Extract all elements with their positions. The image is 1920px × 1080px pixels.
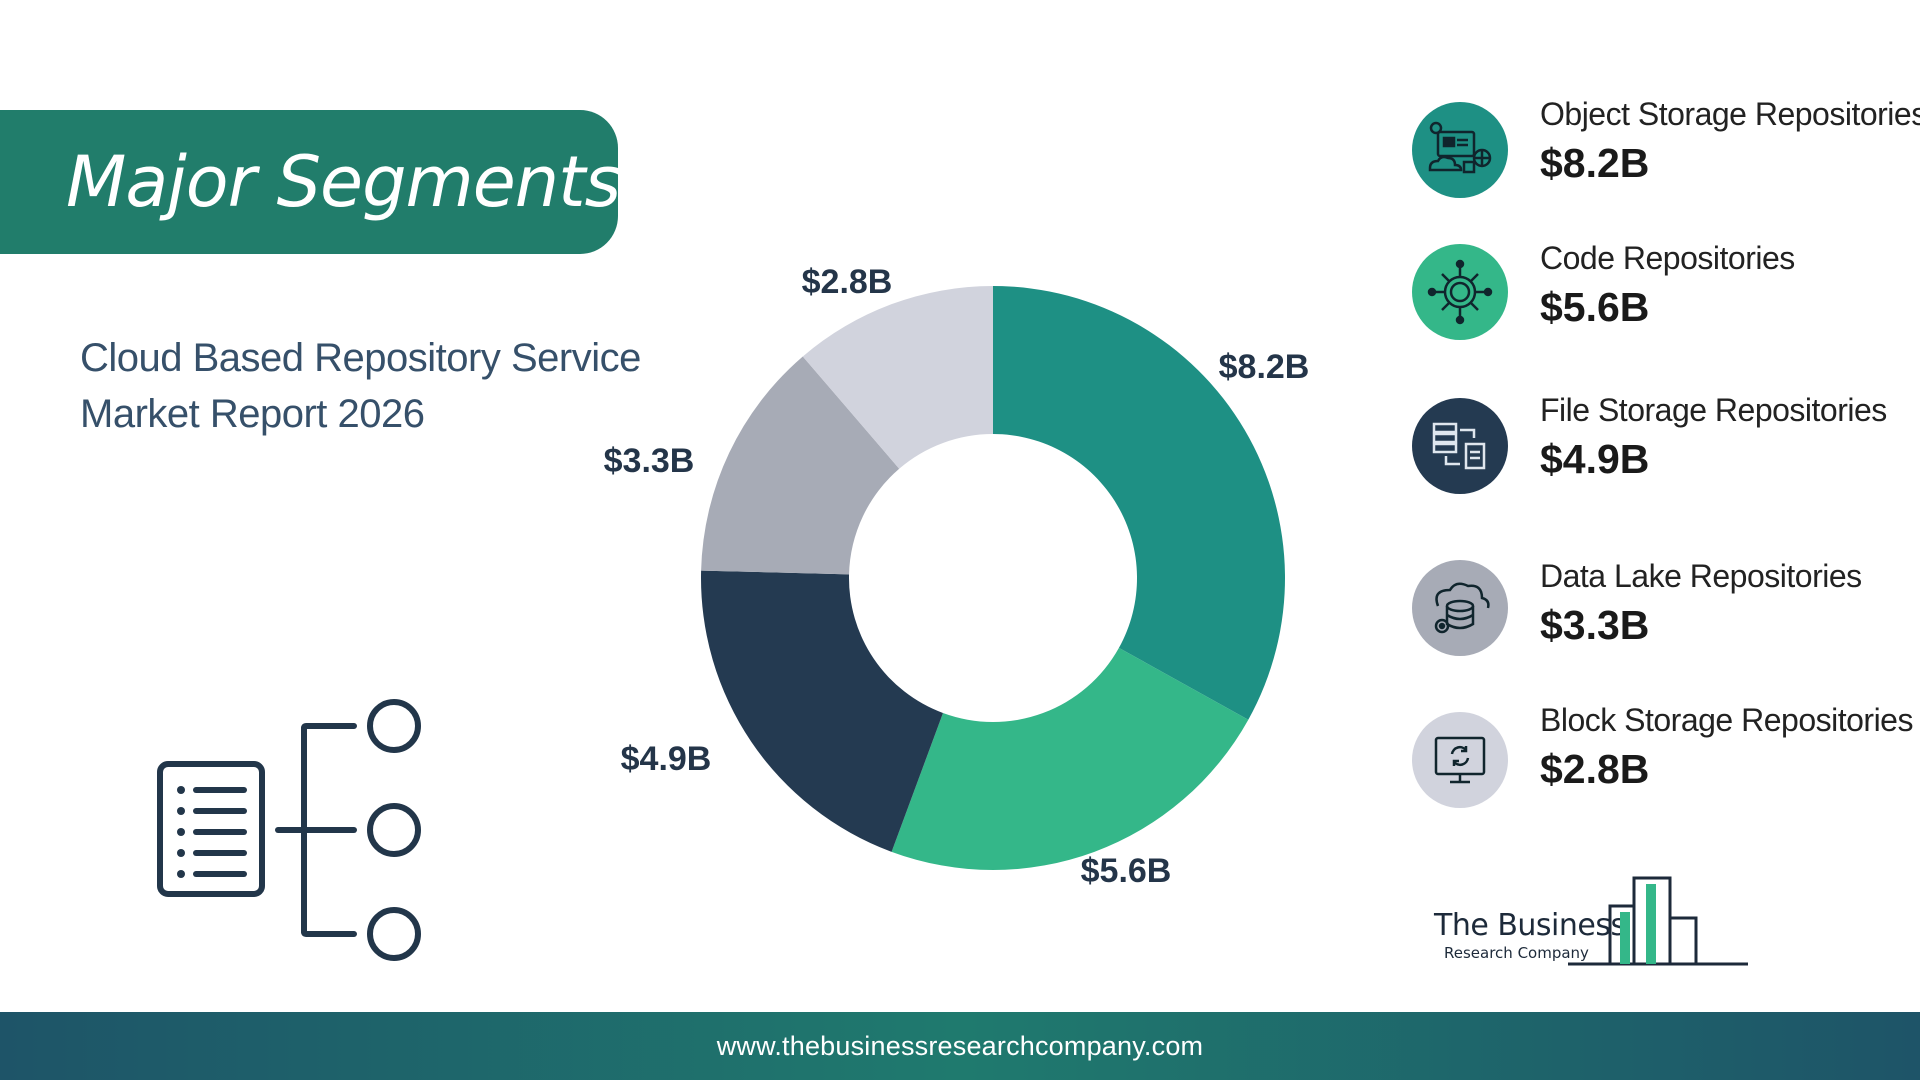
legend-value-object-storage: $8.2B xyxy=(1540,140,1650,186)
data-label-file-storage: $4.9B xyxy=(621,740,712,778)
page-title: Major Segments xyxy=(66,141,621,223)
legend-value-data-lake: $3.3B xyxy=(1540,602,1650,648)
title-banner: Major Segments xyxy=(0,110,621,254)
code-gear-icon xyxy=(1412,244,1508,340)
legend-item-data-lake: Data Lake Repositories $3.3B xyxy=(1412,552,1912,662)
legend-value-code: $5.6B xyxy=(1540,284,1650,330)
logo-text-line-1: The Business xyxy=(1434,908,1626,943)
logo-text-line-2: Research Company xyxy=(1444,944,1589,962)
monitor-sync-icon xyxy=(1412,712,1508,808)
legend-label-code: Code Repositories xyxy=(1540,240,1795,276)
data-label-code: $5.6B xyxy=(1081,852,1172,890)
report-title-line-2: Market Report 2026 xyxy=(80,392,425,436)
object-storage-icon xyxy=(1412,102,1508,198)
legend-value-block-storage: $2.8B xyxy=(1540,746,1650,792)
donut-slice-block-storage xyxy=(802,286,993,469)
legend-label-data-lake: Data Lake Repositories xyxy=(1540,558,1862,594)
report-title-line-1: Cloud Based Repository Service xyxy=(80,336,641,380)
company-logo: The Business Research Company xyxy=(1434,872,1754,972)
legend-label-block-storage: Block Storage Repositories xyxy=(1540,702,1913,738)
hierarchy-icon xyxy=(157,699,421,961)
report-title: Cloud Based Repository Service Market Re… xyxy=(80,330,680,442)
donut-slice-code xyxy=(891,647,1249,870)
donut-slice-file-storage xyxy=(701,570,943,852)
cloud-database-icon xyxy=(1412,560,1508,656)
data-label-data-lake: $3.3B xyxy=(604,442,695,480)
data-label-object-storage: $8.2B xyxy=(1219,348,1310,386)
footer-website-link[interactable]: www.thebusinessresearchcompany.com xyxy=(716,1031,1204,1061)
donut-slice-object-storage xyxy=(993,286,1285,720)
legend-label-file-storage: File Storage Repositories xyxy=(1540,392,1887,428)
file-transfer-icon xyxy=(1412,398,1508,494)
legend-item-block-storage: Block Storage Repositories $2.8B xyxy=(1412,696,1913,808)
logo-buildings-icon xyxy=(1568,876,1748,966)
legend-item-file-storage: File Storage Repositories $4.9B xyxy=(1412,386,1912,496)
legend-value-file-storage: $4.9B xyxy=(1540,436,1650,482)
legend-label-object-storage: Object Storage Repositories xyxy=(1540,96,1920,132)
donut-slice-data-lake xyxy=(701,356,900,575)
legend-item-object-storage: Object Storage Repositories $8.2B xyxy=(1412,90,1920,200)
data-label-block-storage: $2.8B xyxy=(802,263,893,301)
footer-bar: www.thebusinessresearchcompany.com xyxy=(0,1012,1920,1080)
legend-item-code: Code Repositories $5.6B xyxy=(1412,234,1912,344)
